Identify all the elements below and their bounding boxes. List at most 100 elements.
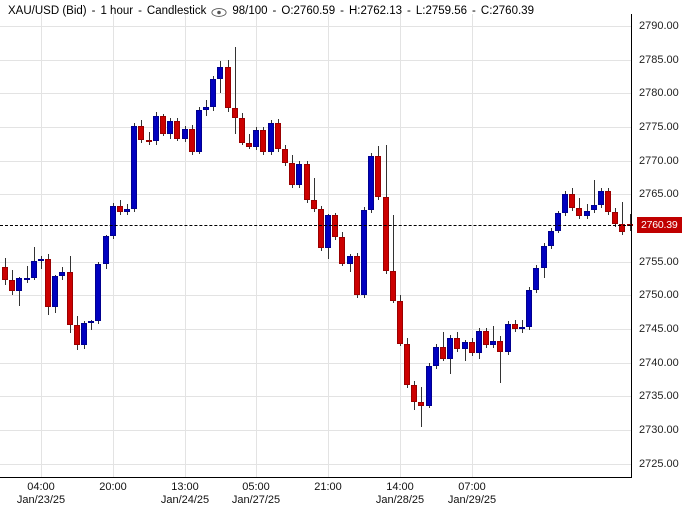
- candle-wick: [465, 339, 466, 362]
- info-separator-1: -: [91, 5, 96, 17]
- candle-body-down: [260, 129, 266, 152]
- y-axis-tick-label: 2775.00: [639, 121, 679, 134]
- chart-type-label: Candlestick: [146, 5, 207, 17]
- x-tick-date: Jan/27/25: [231, 494, 281, 506]
- candle-body-down: [483, 330, 489, 346]
- candle-body-up: [476, 330, 482, 354]
- candle-body-up: [591, 205, 597, 211]
- x-tick-date: Jan/24/25: [160, 494, 210, 506]
- candle-body-up: [505, 323, 511, 352]
- candle-body-up: [81, 322, 87, 346]
- y-axis-tick-label: 2785.00: [639, 53, 679, 66]
- candle-body-down: [45, 258, 51, 307]
- candle-wick: [91, 319, 92, 331]
- x-tick-date: Jan/29/25: [447, 494, 497, 506]
- x-axis-tick-label: 21:00: [314, 481, 342, 494]
- y-axis-tick-label: 2745.00: [639, 322, 679, 335]
- x-axis-tick-label: 05:00 Jan/27/25: [232, 481, 280, 507]
- candle-body-down: [246, 143, 252, 147]
- candle-body-up: [196, 109, 202, 152]
- candle-wick: [421, 386, 422, 428]
- info-separator-5: -: [407, 5, 411, 17]
- candle-body-up: [555, 213, 561, 231]
- chart-info-bar: XAU/USD (Bid) - 1 hour - Candlestick 98/…: [0, 0, 631, 22]
- info-separator-4: -: [340, 5, 344, 17]
- candle-body-down: [2, 267, 8, 281]
- candle-body-up: [124, 209, 130, 212]
- gridline-vertical: [256, 14, 257, 477]
- candle-body-up: [598, 190, 604, 206]
- y-axis-tick-label: 2735.00: [639, 390, 679, 403]
- x-tick-date: Jan/23/25: [16, 494, 66, 506]
- candle-body-up: [548, 230, 554, 247]
- candle-body-down: [174, 121, 180, 140]
- candle-body-down: [311, 200, 317, 210]
- gridline-horizontal: [0, 194, 631, 196]
- candle-body-down: [339, 237, 345, 264]
- y-axis-tick-label: 2755.00: [639, 255, 679, 268]
- candle-body-down: [67, 272, 73, 325]
- candle-body-down: [9, 280, 15, 292]
- candle-body-down: [282, 149, 288, 164]
- plot-area[interactable]: [0, 14, 633, 478]
- info-separator-2: -: [138, 5, 142, 17]
- low-value-label: L:2759.56: [415, 5, 468, 17]
- candle-wick: [27, 265, 28, 283]
- timeframe-label: 1 hour: [100, 5, 134, 17]
- candle-body-down: [375, 155, 381, 198]
- candle-body-up: [203, 106, 209, 110]
- candle-body-up: [361, 209, 367, 296]
- candle-body-up: [95, 264, 101, 321]
- current-price-line: [0, 225, 631, 227]
- candle-body-up: [447, 337, 453, 359]
- candle-body-up: [31, 260, 37, 278]
- y-axis-tick-label: 2725.00: [639, 457, 679, 470]
- y-axis-tick-label: 2730.00: [639, 423, 679, 436]
- y-axis-tick-label: 2740.00: [639, 356, 679, 369]
- info-separator-3: -: [272, 5, 277, 17]
- open-value-label: O:2760.59: [281, 5, 336, 17]
- candle-body-down: [146, 139, 152, 142]
- candle-body-down: [318, 209, 324, 249]
- candle-body-up: [533, 267, 539, 290]
- candle-body-down: [404, 343, 410, 386]
- candle-body-up: [167, 121, 173, 134]
- candle-wick: [630, 213, 631, 231]
- plot-frame: [0, 14, 633, 478]
- candle-wick: [19, 277, 20, 307]
- candle-body-down: [469, 342, 475, 354]
- candle-wick: [622, 202, 623, 235]
- candle-body-down: [354, 255, 360, 296]
- gridline-horizontal: [0, 160, 631, 162]
- candle-body-down: [117, 205, 123, 212]
- candle-body-up: [268, 123, 274, 152]
- gridline-horizontal: [0, 295, 631, 297]
- close-value-label: C:2760.39: [480, 5, 534, 17]
- candle-body-down: [576, 207, 582, 216]
- candle-body-up: [541, 246, 547, 268]
- x-axis-tick-label: 13:00 Jan/24/25: [161, 481, 209, 507]
- candle-body-down: [74, 324, 80, 346]
- candle-body-up: [490, 341, 496, 346]
- eye-icon[interactable]: [211, 7, 227, 18]
- gridline-vertical: [185, 14, 186, 477]
- candle-body-up: [88, 320, 94, 323]
- candle-body-up: [562, 193, 568, 214]
- candle-body-up: [182, 129, 188, 140]
- candle-body-up: [16, 278, 22, 292]
- gridline-vertical: [41, 14, 42, 477]
- candle-body-down: [569, 193, 575, 208]
- candle-wick: [249, 134, 250, 149]
- candle-body-up: [38, 258, 44, 261]
- x-tick-time: 20:00: [99, 481, 127, 493]
- y-axis-tick-label: 2790.00: [639, 20, 679, 33]
- bar-counter-label: 98/100: [232, 5, 268, 17]
- candle-body-down: [390, 271, 396, 301]
- gridline-horizontal: [0, 328, 631, 330]
- candle-body-up: [296, 164, 302, 185]
- candle-wick: [522, 319, 523, 333]
- candle-wick: [127, 203, 128, 215]
- candle-body-down: [232, 108, 238, 119]
- gridline-horizontal: [0, 429, 631, 431]
- candle-body-down: [304, 164, 310, 201]
